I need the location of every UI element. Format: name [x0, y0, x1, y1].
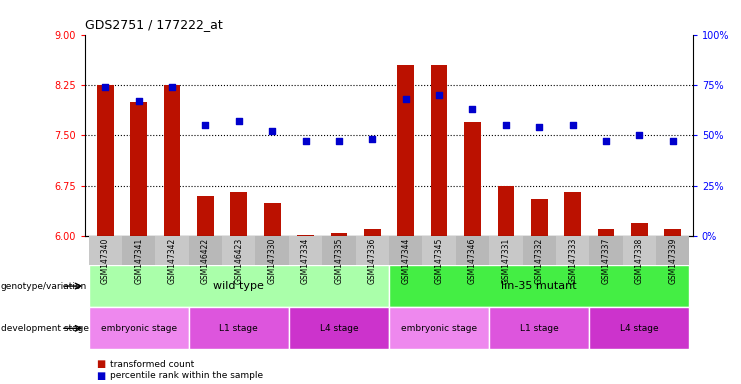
Text: GDS2751 / 177222_at: GDS2751 / 177222_at: [85, 18, 223, 31]
Bar: [489, 236, 522, 265]
Bar: [631, 223, 648, 236]
Bar: [89, 265, 389, 307]
Bar: [230, 192, 247, 236]
Text: ■: ■: [96, 371, 105, 381]
Text: GSM147333: GSM147333: [568, 238, 577, 284]
Bar: [431, 65, 448, 236]
Text: lin-35 mutant: lin-35 mutant: [502, 281, 577, 291]
Point: [266, 128, 278, 134]
Text: genotype/variation: genotype/variation: [1, 281, 87, 291]
Text: embryonic stage: embryonic stage: [101, 324, 176, 333]
Bar: [389, 265, 689, 307]
Bar: [622, 236, 656, 265]
Text: percentile rank within the sample: percentile rank within the sample: [110, 371, 263, 380]
Point: [233, 118, 245, 124]
Point: [299, 138, 311, 144]
Bar: [589, 236, 622, 265]
Point: [667, 138, 679, 144]
Bar: [464, 122, 481, 236]
Point: [133, 98, 144, 104]
Text: GSM146423: GSM146423: [234, 238, 243, 284]
Bar: [297, 235, 314, 236]
Bar: [556, 236, 589, 265]
Text: GSM147336: GSM147336: [368, 238, 377, 284]
Text: GSM147344: GSM147344: [401, 238, 411, 284]
Text: L4 stage: L4 stage: [620, 324, 659, 333]
Text: transformed count: transformed count: [110, 359, 194, 369]
Bar: [97, 85, 113, 236]
Text: GSM147332: GSM147332: [535, 238, 544, 284]
Text: GSM147340: GSM147340: [101, 238, 110, 284]
Text: GSM147342: GSM147342: [167, 238, 176, 284]
Bar: [289, 307, 389, 349]
Point: [534, 124, 545, 131]
Bar: [156, 236, 189, 265]
Bar: [289, 236, 322, 265]
Bar: [130, 102, 147, 236]
Point: [400, 96, 412, 102]
Bar: [456, 236, 489, 265]
Bar: [522, 236, 556, 265]
Text: GSM147334: GSM147334: [301, 238, 310, 284]
Bar: [589, 307, 689, 349]
Text: L4 stage: L4 stage: [319, 324, 358, 333]
Text: wild type: wild type: [213, 281, 265, 291]
Point: [199, 122, 211, 128]
Bar: [197, 196, 213, 236]
Bar: [164, 85, 180, 236]
Bar: [256, 236, 289, 265]
Bar: [89, 236, 122, 265]
Bar: [656, 236, 689, 265]
Bar: [397, 65, 414, 236]
Bar: [89, 307, 189, 349]
Point: [467, 106, 479, 112]
Bar: [389, 307, 489, 349]
Point: [567, 122, 579, 128]
Bar: [497, 186, 514, 236]
Bar: [531, 199, 548, 236]
Text: GSM147346: GSM147346: [468, 238, 477, 284]
Text: GSM146422: GSM146422: [201, 238, 210, 284]
Text: L1 stage: L1 stage: [219, 324, 258, 333]
Text: GSM147330: GSM147330: [268, 238, 276, 284]
Text: GSM147335: GSM147335: [334, 238, 343, 284]
Bar: [189, 307, 289, 349]
Text: development stage: development stage: [1, 324, 89, 333]
Bar: [189, 236, 222, 265]
Text: GSM147341: GSM147341: [134, 238, 143, 284]
Bar: [422, 236, 456, 265]
Bar: [598, 230, 614, 236]
Bar: [122, 236, 156, 265]
Bar: [222, 236, 256, 265]
Point: [366, 136, 378, 142]
Text: GSM147338: GSM147338: [635, 238, 644, 284]
Text: GSM147331: GSM147331: [502, 238, 511, 284]
Text: GSM147339: GSM147339: [668, 238, 677, 284]
Bar: [330, 233, 348, 236]
Point: [600, 138, 612, 144]
Text: GSM147337: GSM147337: [602, 238, 611, 284]
Bar: [322, 236, 356, 265]
Point: [433, 92, 445, 98]
Point: [333, 138, 345, 144]
Text: L1 stage: L1 stage: [520, 324, 559, 333]
Text: ■: ■: [96, 359, 105, 369]
Point: [166, 84, 178, 90]
Bar: [489, 307, 589, 349]
Point: [634, 132, 645, 139]
Bar: [565, 192, 581, 236]
Text: GSM147345: GSM147345: [435, 238, 444, 284]
Bar: [364, 230, 381, 236]
Bar: [264, 203, 281, 236]
Bar: [356, 236, 389, 265]
Point: [500, 122, 512, 128]
Bar: [389, 236, 422, 265]
Bar: [665, 230, 681, 236]
Text: embryonic stage: embryonic stage: [401, 324, 477, 333]
Point: [99, 84, 111, 90]
